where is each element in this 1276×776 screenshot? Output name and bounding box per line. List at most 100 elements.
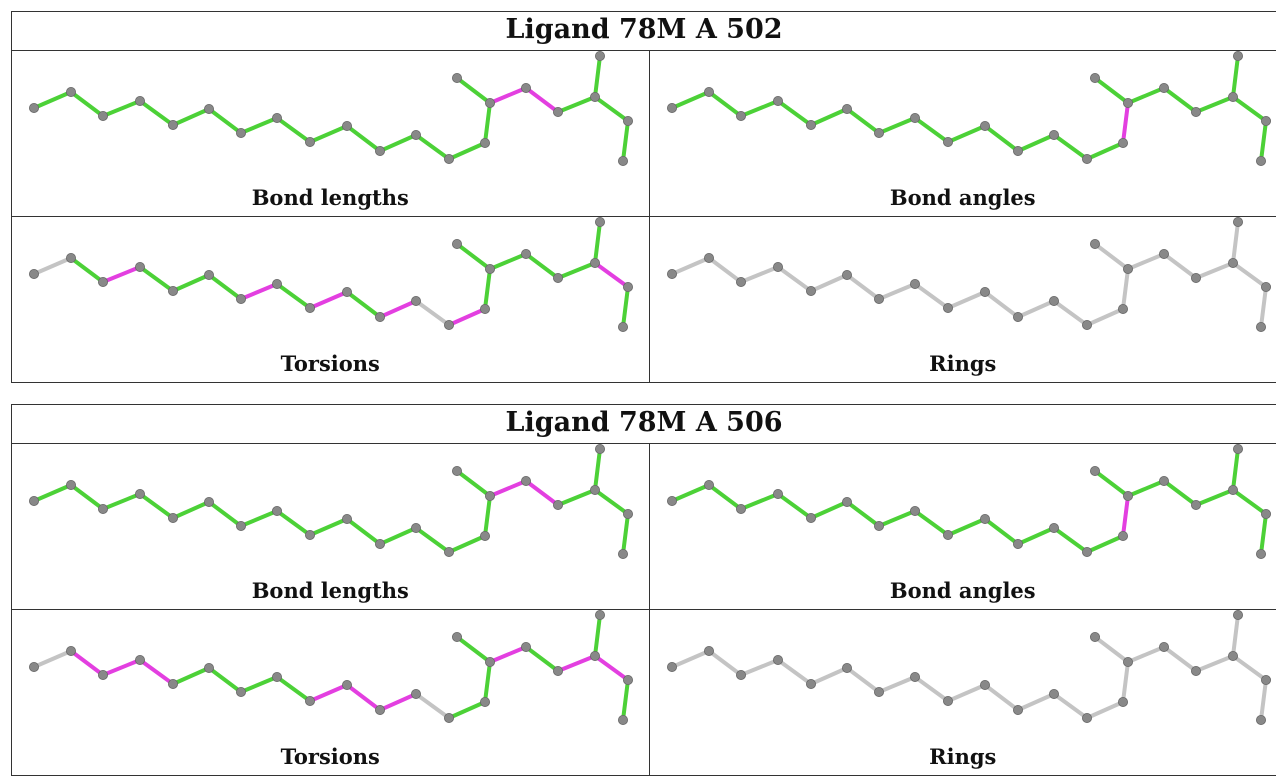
atom (66, 87, 75, 96)
panel-label: Rings (650, 351, 1276, 376)
atom (305, 303, 314, 312)
bond (558, 656, 595, 671)
atom (553, 107, 562, 116)
bond (741, 267, 778, 282)
atom (1159, 83, 1168, 92)
atom (1159, 249, 1168, 258)
atom (943, 303, 952, 312)
atom (1082, 713, 1091, 722)
atom (98, 504, 107, 513)
bond (490, 481, 526, 496)
bond (1054, 135, 1087, 159)
atom (1123, 491, 1132, 500)
bond (985, 519, 1018, 544)
bond (595, 222, 600, 263)
atom (1191, 666, 1200, 675)
bond (1196, 490, 1233, 505)
atom (704, 253, 713, 262)
atom (874, 687, 883, 696)
bond (1095, 471, 1128, 496)
atom (874, 294, 883, 303)
atom (480, 697, 489, 706)
bond (915, 511, 948, 535)
ligand-table-1: Ligand 78M A 502 Bond lengths Bond angle… (11, 11, 1276, 383)
bond (1087, 702, 1123, 718)
atom (1256, 322, 1265, 331)
bond (103, 660, 140, 675)
bond (209, 275, 241, 299)
atom (485, 264, 494, 273)
bond (1233, 222, 1238, 263)
rings-panel: Rings (650, 610, 1276, 775)
bond (457, 637, 490, 662)
bond (490, 88, 526, 103)
atom (452, 239, 461, 248)
bond (1018, 301, 1054, 317)
atom (1118, 304, 1127, 313)
bond (310, 126, 347, 142)
atom (342, 287, 351, 296)
bond (526, 88, 558, 112)
atom (623, 116, 632, 125)
bond (595, 615, 600, 656)
bond (241, 511, 277, 526)
bond (277, 284, 310, 308)
panel-label: Torsions (12, 351, 649, 376)
panel-label: Bond lengths (12, 578, 649, 603)
atom (1090, 239, 1099, 248)
atom (29, 103, 38, 112)
atom (874, 128, 883, 137)
atom (485, 98, 494, 107)
bond (948, 126, 985, 142)
atom (1159, 642, 1168, 651)
panel-label: Bond angles (650, 578, 1276, 603)
bond (310, 292, 347, 308)
atom (1233, 610, 1242, 619)
panel-row: Torsions Rings (12, 216, 1276, 382)
atom (1159, 476, 1168, 485)
panel-row: Bond lengths Bond angles (12, 444, 1276, 609)
bond (1095, 78, 1128, 103)
atom (485, 491, 494, 500)
atom (135, 655, 144, 664)
bond-angles-panel: Bond angles (650, 51, 1276, 216)
ligand-title: Ligand 78M A 506 (12, 405, 1276, 444)
atom (1082, 547, 1091, 556)
atom (773, 96, 782, 105)
atom (842, 270, 851, 279)
atom (806, 286, 815, 295)
atom (1049, 130, 1058, 139)
atom (842, 663, 851, 672)
bond (1164, 88, 1196, 112)
atom (485, 657, 494, 666)
bond (485, 269, 490, 309)
atom (1261, 282, 1270, 291)
bond (1196, 263, 1233, 278)
atom (236, 521, 245, 530)
bond (71, 258, 103, 282)
bond (595, 56, 600, 97)
atom (943, 137, 952, 146)
bond (1128, 88, 1164, 103)
bond (558, 490, 595, 505)
ligand-title: Ligand 78M A 502 (12, 12, 1276, 51)
atom (29, 269, 38, 278)
atom (736, 277, 745, 286)
atom (135, 262, 144, 271)
bond (1054, 528, 1087, 552)
atom (1090, 466, 1099, 475)
atom (1013, 312, 1022, 321)
atom (480, 304, 489, 313)
bond (485, 103, 490, 143)
bond (1095, 244, 1128, 269)
bond (595, 263, 628, 287)
bond (811, 502, 847, 518)
bond (623, 680, 628, 720)
atom (595, 51, 604, 60)
atom (618, 156, 627, 165)
atom (66, 480, 75, 489)
bond (847, 275, 879, 299)
bond (915, 118, 948, 142)
atom (590, 651, 599, 660)
bond (71, 651, 103, 675)
